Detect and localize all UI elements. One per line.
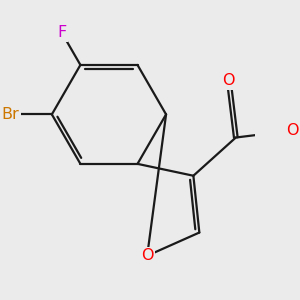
Text: F: F (57, 25, 67, 40)
Text: O: O (141, 248, 153, 263)
Text: Br: Br (2, 107, 20, 122)
Text: O: O (223, 73, 235, 88)
Text: O: O (286, 123, 299, 138)
